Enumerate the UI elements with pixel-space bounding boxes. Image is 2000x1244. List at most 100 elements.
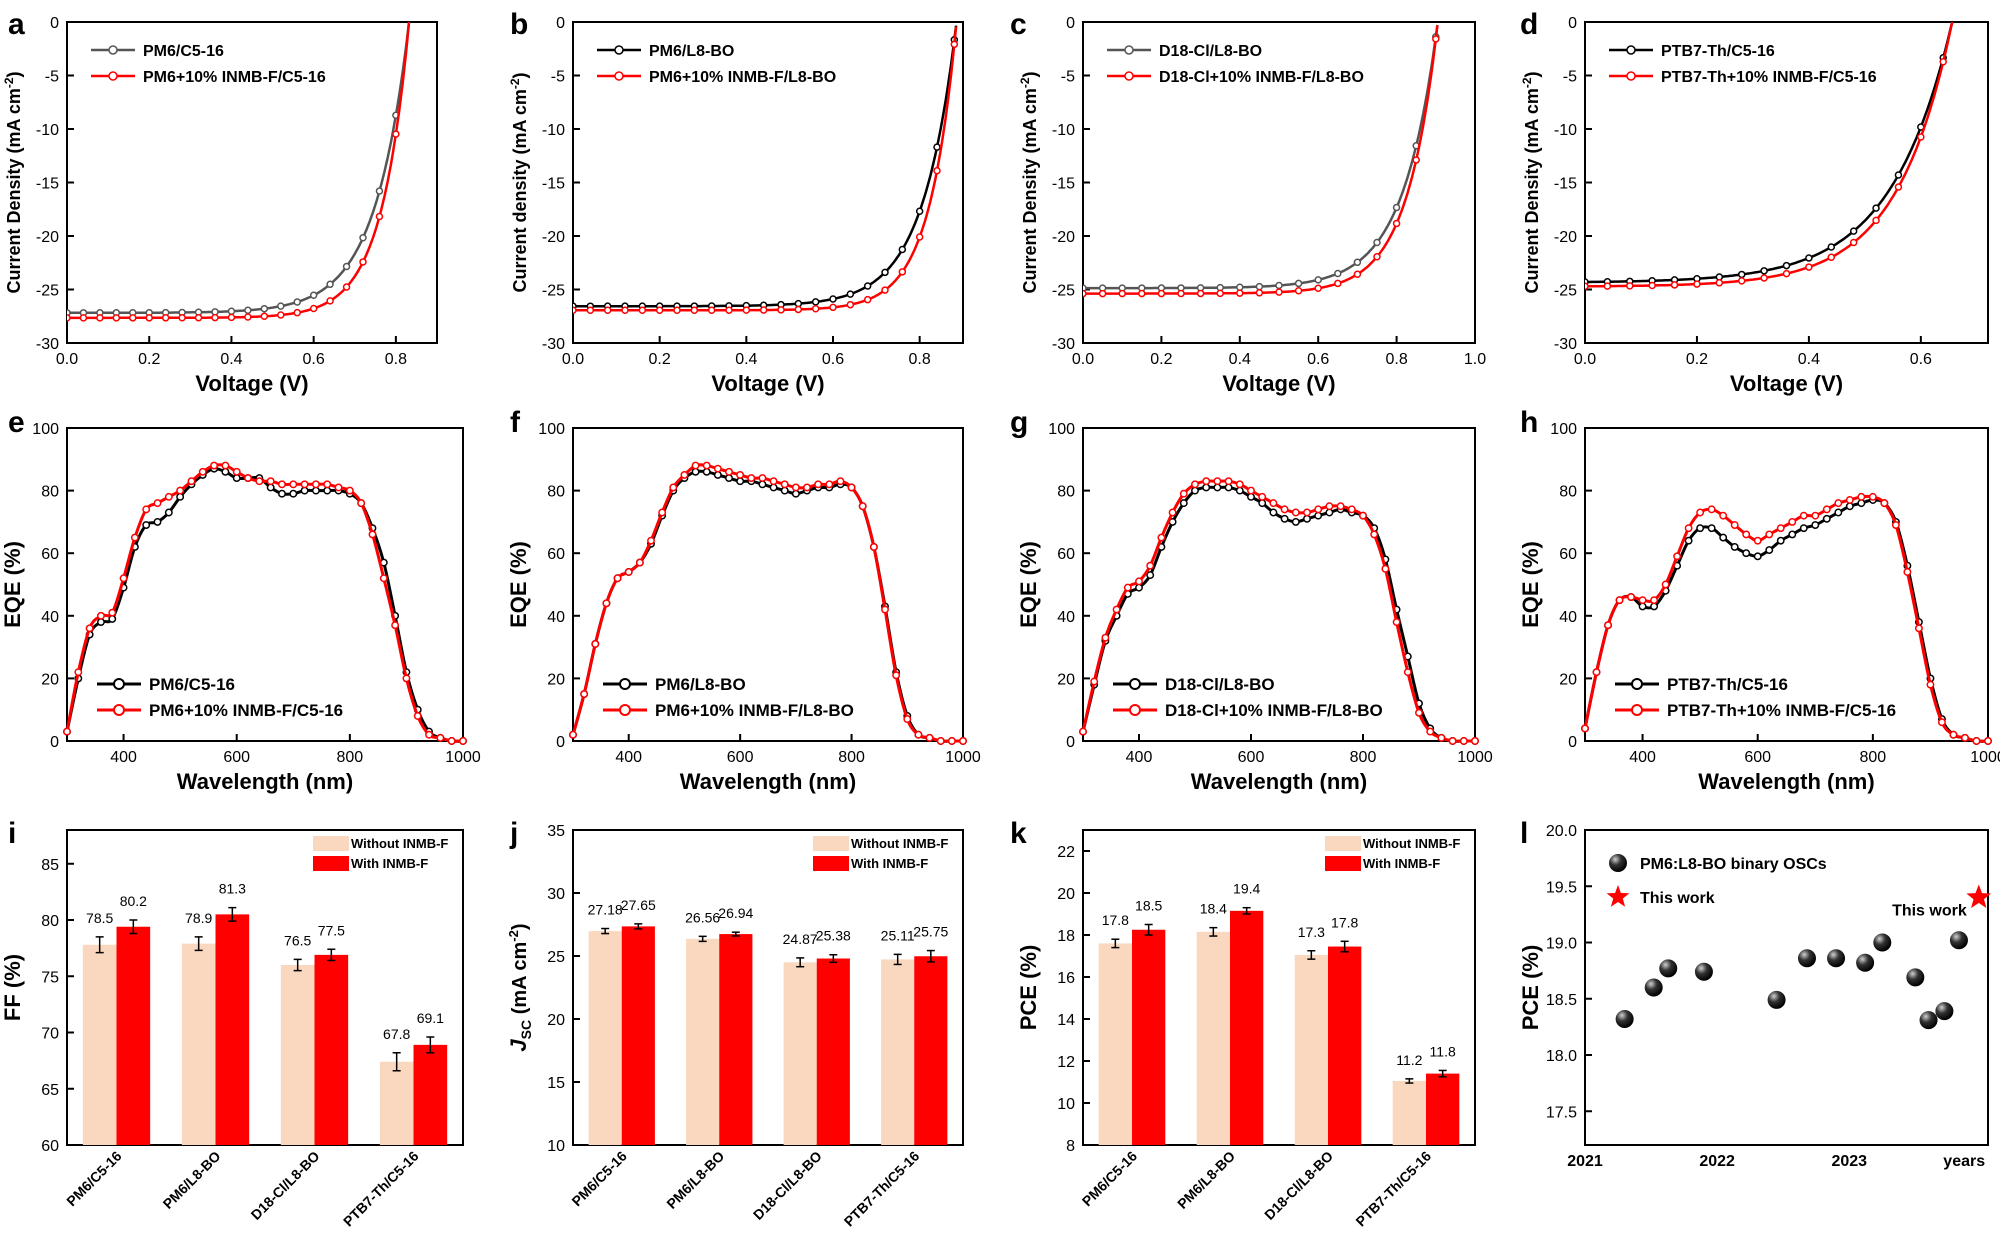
- data-point: [892, 671, 901, 680]
- x-tick-label: 400: [1126, 749, 1153, 766]
- legend-label: PM6/C5-16: [149, 675, 235, 694]
- panel-letter: g: [1010, 406, 1028, 439]
- y-tick-label: 80: [1057, 484, 1075, 501]
- data-point: [713, 464, 722, 473]
- x-tick-label: 0.2: [138, 351, 160, 368]
- data-point: [1432, 35, 1440, 43]
- data-point: [791, 489, 800, 498]
- legend-label: PTB7-Th+10% INMB-F/C5-16: [1667, 701, 1896, 720]
- data-point: [1696, 524, 1705, 533]
- panel-letter: b: [510, 8, 528, 41]
- y-tick-label: -5: [1563, 69, 1577, 86]
- y-axis-label: EQE (%): [1518, 541, 1543, 628]
- data-point: [1314, 505, 1323, 514]
- bar: [621, 926, 655, 1145]
- data-point: [863, 282, 872, 290]
- y-tick-label: 20.0: [1546, 823, 1577, 840]
- panel-e: 0 20 40 60 80 100 400 600 800 1000 Wavelength (nm)…: [0, 406, 481, 794]
- data-point: [725, 467, 733, 476]
- data-point: [1799, 524, 1808, 533]
- data-point: [847, 483, 856, 492]
- data-point: [1644, 978, 1663, 997]
- data-point: [569, 730, 577, 739]
- legend-marker: [614, 71, 624, 81]
- x-tick-label: 600: [727, 749, 754, 766]
- data-point: [1255, 282, 1264, 291]
- data-point: [1788, 517, 1797, 526]
- category-label: PTB7-Th/C5-16: [340, 1148, 422, 1230]
- y-axis-label: PCE (%): [1016, 945, 1041, 1031]
- data-point: [129, 314, 137, 322]
- data-point: [142, 505, 151, 514]
- data-point: [1782, 261, 1791, 270]
- data-point: [244, 313, 252, 321]
- bar: [881, 959, 915, 1145]
- bar: [379, 1061, 414, 1145]
- legend-marker: [1609, 854, 1627, 872]
- data-point: [1269, 508, 1278, 517]
- y-tick-label: 20: [1559, 671, 1577, 688]
- data-point: [959, 737, 967, 745]
- data-point: [1098, 289, 1107, 298]
- data-point: [130, 533, 139, 542]
- y-tick-label: 16: [1057, 970, 1075, 987]
- data-point: [1737, 270, 1746, 279]
- bar: [215, 914, 250, 1145]
- panel-letter: l: [1520, 817, 1528, 850]
- bar: [783, 962, 817, 1145]
- legend-swatch: [813, 856, 849, 871]
- data-point: [145, 314, 153, 322]
- data-point: [1694, 962, 1713, 981]
- y-tick-label: 80: [41, 913, 59, 930]
- data-point: [1638, 596, 1647, 605]
- data-point: [1707, 505, 1716, 514]
- series-line: [65, 463, 464, 743]
- y-tick-label: 100: [1550, 421, 1577, 438]
- data-point: [736, 471, 745, 479]
- data-point: [1604, 621, 1612, 630]
- x-axis-label: Voltage (V): [195, 371, 308, 396]
- category-label: D18-Cl/L8-BO: [750, 1148, 825, 1223]
- bar: [314, 954, 349, 1145]
- legend-marker: [1626, 45, 1636, 55]
- data-point: [1767, 990, 1786, 1009]
- data-label: 19.4: [1233, 881, 1260, 897]
- data-point: [227, 307, 236, 316]
- data-point: [1179, 499, 1188, 508]
- plot-frame: [1082, 427, 1476, 742]
- data-point: [1359, 511, 1367, 520]
- data-point: [1381, 564, 1390, 573]
- data-point: [915, 233, 924, 241]
- data-point: [1314, 284, 1322, 292]
- panel-c: -30 -25 -20 -15 -10 -5 0 0.0 0.2 0.4 0.6 0.8 1.0 Volt…: [1010, 8, 1486, 396]
- y-axis-label: PCE (%): [1518, 945, 1543, 1031]
- y-tick-label: -30: [542, 336, 565, 353]
- data-point: [1684, 536, 1693, 545]
- x-tick-label: 0.8: [1385, 351, 1407, 368]
- y-tick-label: -15: [1554, 176, 1577, 193]
- legend-marker: [1124, 71, 1134, 81]
- data-point: [638, 306, 647, 315]
- bar: [1328, 946, 1362, 1145]
- legend-marker: [1631, 678, 1643, 690]
- data-label: 77.5: [318, 922, 345, 938]
- y-axis-label: EQE (%): [506, 541, 531, 628]
- data-point: [1811, 521, 1820, 529]
- legend-marker: [113, 704, 125, 716]
- data-point: [1168, 508, 1177, 517]
- data-point: [176, 492, 185, 501]
- x-tick-label: 0.6: [1910, 351, 1932, 368]
- legend-label: With INMB-F: [851, 856, 928, 871]
- data-point: [1353, 258, 1362, 267]
- data-point: [1258, 499, 1267, 508]
- data-point: [1849, 227, 1858, 235]
- panel-f: 0 20 40 60 80 100 400 600 800 1000 Wavelength (nm)…: [506, 406, 981, 794]
- legend-marker: [614, 45, 624, 55]
- legend-label: PTB7-Th/C5-16: [1661, 43, 1775, 60]
- data-point: [1684, 524, 1693, 533]
- data-point: [85, 624, 94, 633]
- y-tick-label: 75: [41, 969, 59, 986]
- legend-marker: [1606, 885, 1630, 907]
- data-point: [950, 40, 959, 49]
- y-tick-label: 10: [1057, 1096, 1075, 1113]
